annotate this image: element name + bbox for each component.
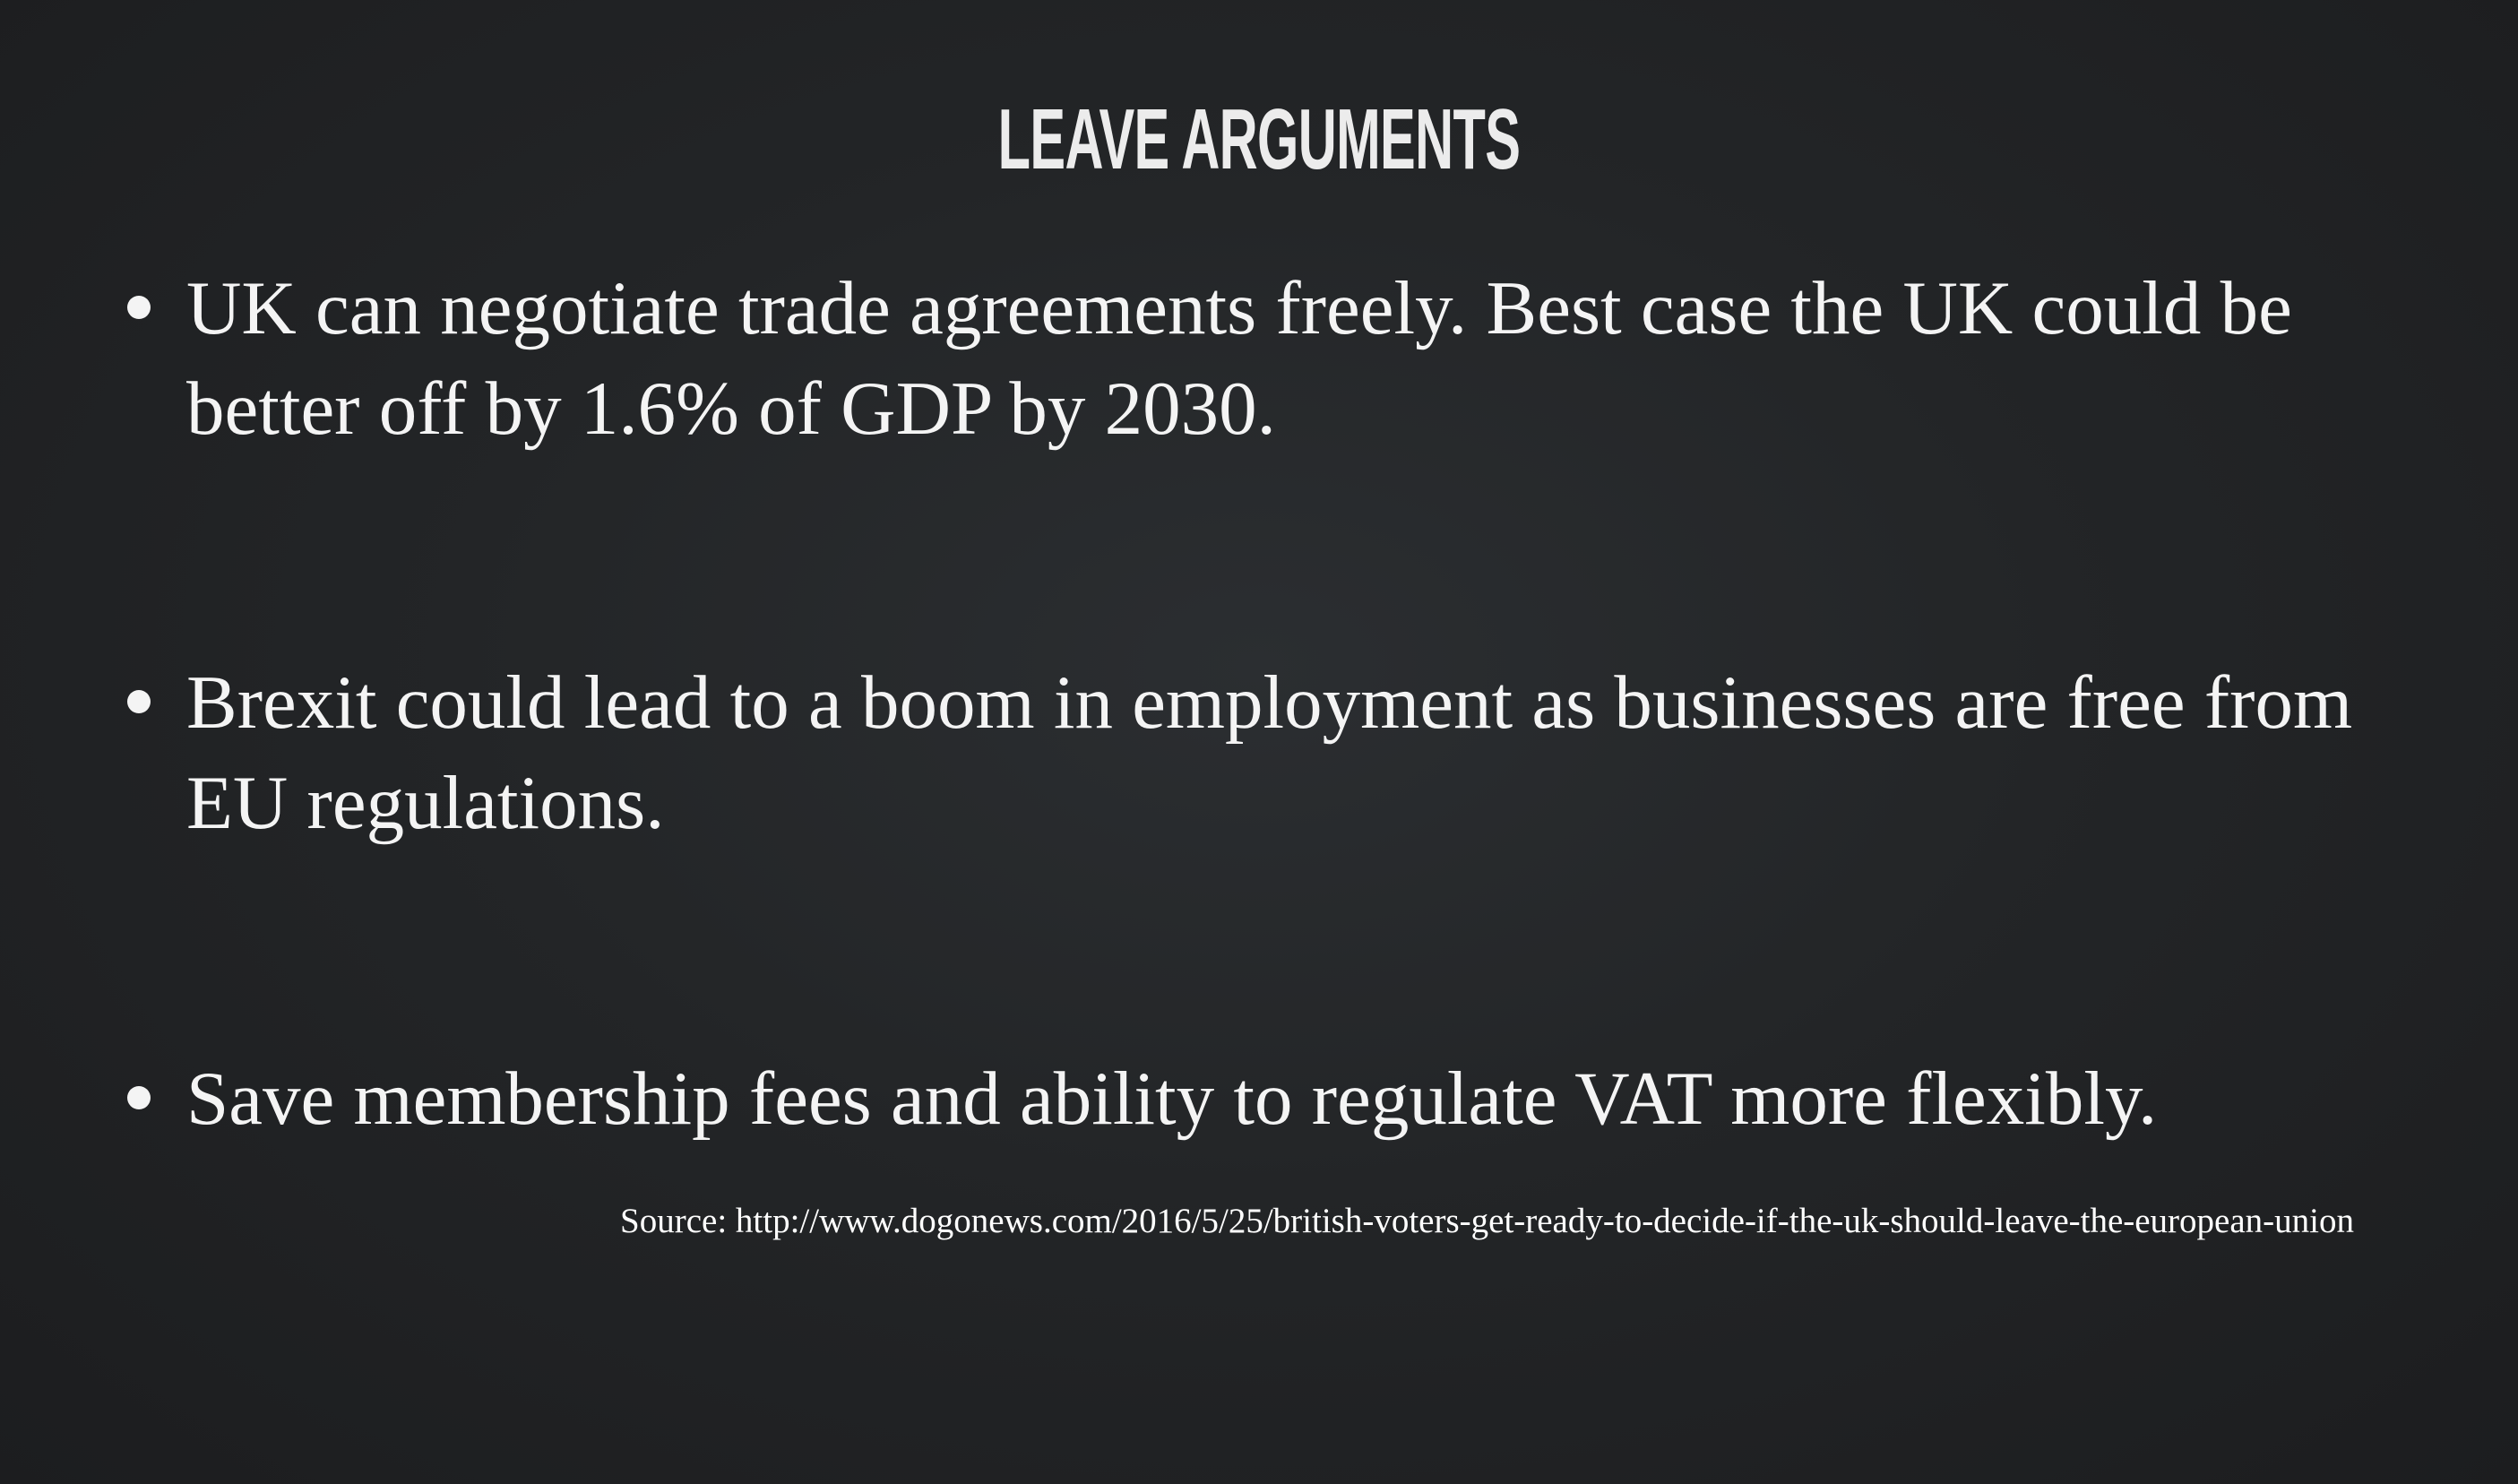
bullet-text: Brexit could lead to a boom in employmen… bbox=[186, 660, 2353, 845]
bullet-text: UK can negotiate trade agreements freely… bbox=[186, 266, 2292, 451]
bullet-item: UK can negotiate trade agreements freely… bbox=[127, 258, 2445, 459]
bullet-item: Brexit could lead to a boom in employmen… bbox=[127, 652, 2445, 853]
slide-title: LEAVE ARGUMENTS bbox=[997, 91, 1521, 187]
bullet-item: Save membership fees and ability to regu… bbox=[127, 1048, 2445, 1149]
bullet-dot-icon bbox=[127, 296, 151, 319]
source-citation: Source: http://www.dogonews.com/2016/5/2… bbox=[620, 1202, 2354, 1240]
bullet-dot-icon bbox=[127, 690, 151, 713]
bullet-text: Save membership fees and ability to regu… bbox=[186, 1057, 2158, 1141]
bullet-dot-icon bbox=[127, 1086, 151, 1109]
